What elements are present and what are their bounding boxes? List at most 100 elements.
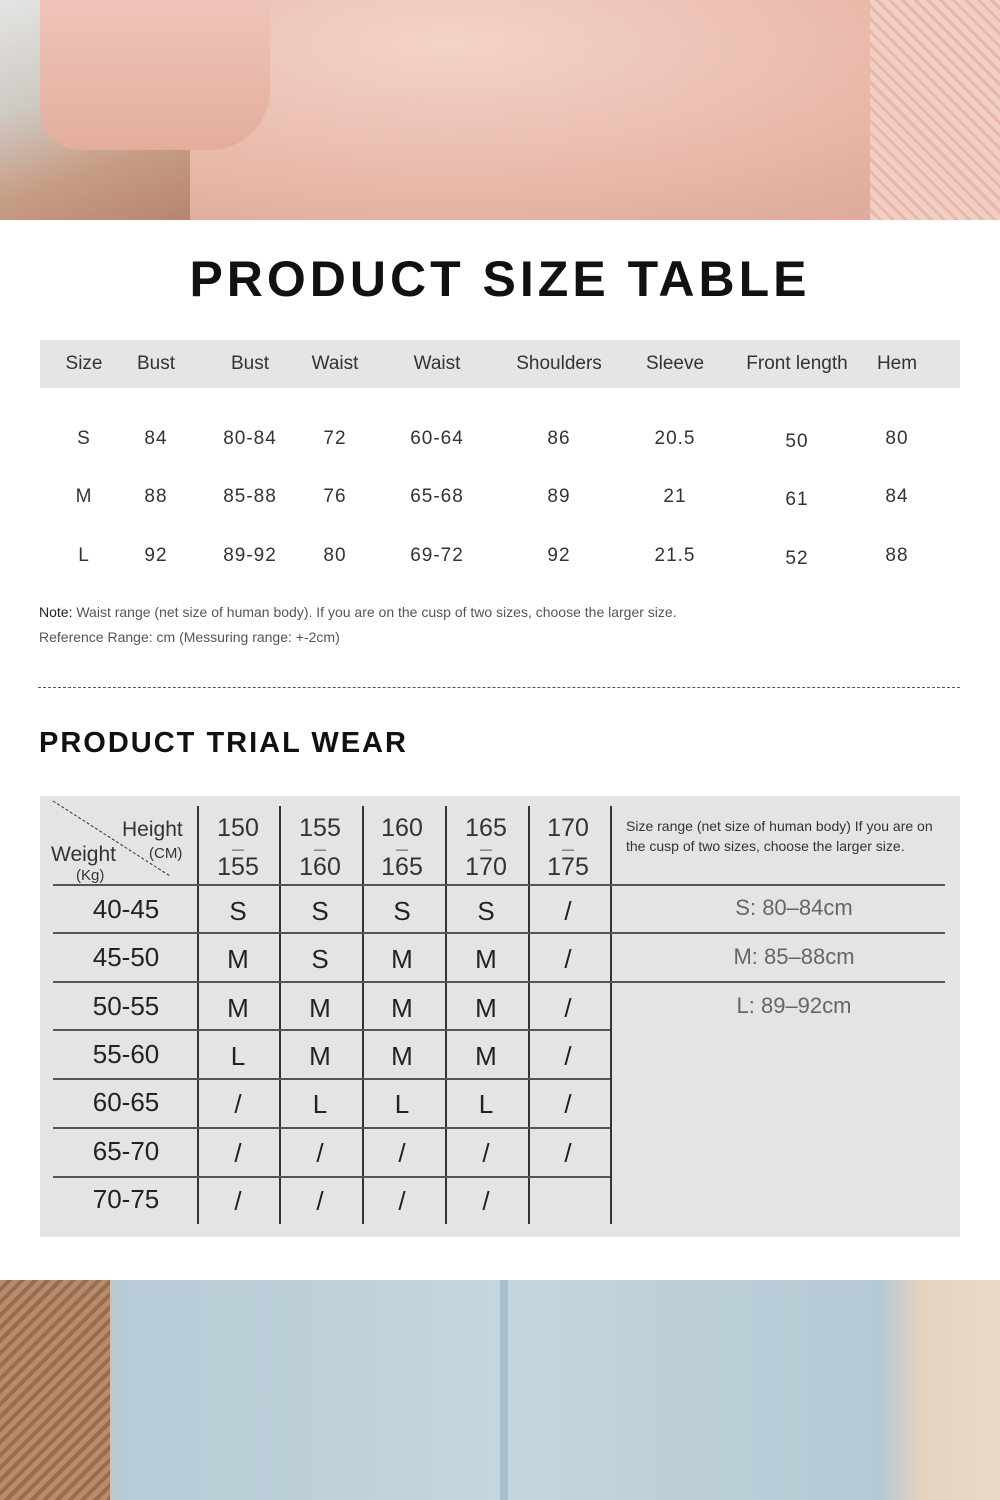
header-size: Size: [65, 353, 103, 374]
height-range-sep: —: [314, 842, 326, 856]
size-cell: 50: [785, 431, 809, 452]
size-cell: M: [475, 992, 497, 1023]
size-cell: L: [312, 1089, 328, 1120]
row-divider: [53, 1176, 610, 1178]
height-range-bottom: 170: [465, 853, 507, 881]
size-cell: S: [477, 896, 495, 926]
column-divider: [528, 806, 530, 1224]
weight-range: 50-55: [92, 990, 160, 1021]
size-cell: M: [309, 992, 331, 1023]
size-cell: L: [394, 1089, 410, 1120]
header-shoulders: Shoulders: [516, 353, 602, 374]
size-cell: 80: [323, 545, 347, 566]
trial-wear-table-bg: [40, 796, 960, 1237]
size-table-header-bar: [40, 340, 960, 388]
size-cell: 52: [785, 548, 809, 569]
height-range-top: 155: [299, 814, 341, 842]
size-cell: 88: [885, 545, 909, 566]
corner-height-unit: (CM): [149, 845, 183, 862]
header-waist: Waist: [413, 353, 461, 374]
size-cell: 20.5: [654, 428, 696, 449]
row-divider: [53, 1127, 610, 1129]
height-range-bottom: 175: [547, 853, 589, 881]
size-cell: M: [391, 1040, 413, 1071]
size-cell: M: [391, 992, 413, 1023]
size-range-0: S: 80–84cm: [735, 895, 853, 920]
size-cell: 72: [323, 428, 347, 449]
height-range-sep: —: [480, 842, 492, 856]
row-divider: [53, 1078, 610, 1080]
size-cell: /: [234, 1137, 242, 1168]
size-cell: 89-92: [223, 545, 277, 566]
size-cell: 80-84: [223, 428, 277, 449]
row-divider: [53, 884, 945, 886]
height-range-bottom: 165: [381, 853, 423, 881]
size-cell: /: [398, 1137, 406, 1168]
size-cell: S: [311, 944, 329, 975]
product-photo-bottom: [0, 1280, 1000, 1500]
size-cell: 84: [144, 428, 168, 449]
size-cell: S: [311, 896, 329, 926]
dashed-divider: [38, 687, 960, 688]
corner-height-label: Height: [122, 818, 183, 841]
corner-weight-unit: (Kg): [76, 867, 105, 884]
column-divider: [197, 806, 199, 1224]
size-cell: S: [229, 896, 247, 926]
size-cell: /: [564, 1137, 572, 1168]
header-waist: Waist: [311, 353, 359, 374]
product-photo-top: [0, 0, 1000, 220]
size-cell: /: [234, 1185, 242, 1216]
size-cell: 76: [323, 486, 347, 507]
height-range-top: 160: [381, 814, 423, 842]
size-range-1: M: 85–88cm: [733, 944, 855, 969]
height-range-top: 165: [465, 814, 507, 842]
size-cell: 85-88: [223, 486, 277, 507]
size-cell: /: [564, 1089, 572, 1120]
size-cell: 88: [144, 486, 168, 507]
size-cell: /: [482, 1137, 490, 1168]
height-range-top: 150: [217, 814, 259, 842]
size-cell: 69-72: [410, 545, 464, 566]
size-cell: 84: [885, 486, 909, 507]
trial-wear-title: PRODUCT TRIAL WEAR: [39, 727, 408, 759]
column-divider: [445, 806, 447, 1224]
size-cell: L: [478, 1089, 494, 1120]
row-divider: [53, 932, 945, 934]
height-range-top: 170: [547, 814, 589, 842]
size-range-2: L: 89–92cm: [736, 993, 852, 1018]
header-bust: Bust: [136, 353, 176, 374]
size-cell: M: [475, 1040, 497, 1071]
column-divider: [610, 806, 612, 1224]
height-range-bottom: 160: [299, 853, 341, 881]
size-cell: /: [564, 896, 572, 926]
reference-range: Reference Range: cm (Messuring range: +-…: [39, 629, 340, 645]
weight-range: 70-75: [92, 1183, 160, 1214]
row-divider: [53, 1029, 610, 1031]
column-divider: [362, 806, 364, 1224]
size-cell: /: [482, 1185, 490, 1216]
height-range-sep: —: [396, 842, 408, 856]
size-cell: /: [564, 992, 572, 1023]
size-cell: L: [230, 1040, 246, 1071]
size-cell: M: [227, 992, 249, 1023]
size-cell: 21: [663, 486, 687, 507]
size-cell: 65-68: [410, 486, 464, 507]
row-divider: [53, 981, 945, 983]
weight-range: 40-45: [92, 894, 160, 924]
note-text: Waist range (net size of human body). If…: [72, 604, 677, 620]
size-cell: M: [391, 944, 413, 975]
size-cell: M: [309, 1040, 331, 1071]
jeans-seam-image-area: [500, 1280, 508, 1500]
corner-weight-label: Weight: [51, 843, 116, 866]
weight-range: 65-70: [92, 1135, 160, 1166]
size-cell: M: [75, 486, 93, 507]
size-table-title: PRODUCT SIZE TABLE: [189, 251, 811, 307]
weight-range: 60-65: [92, 1087, 160, 1118]
size-note: Note: Waist range (net size of human bod…: [39, 604, 677, 621]
size-cell: L: [78, 545, 90, 566]
header-sleeve: Sleeve: [645, 353, 705, 374]
header-front-length: Front length: [746, 353, 848, 374]
size-cell: /: [564, 944, 572, 975]
size-cell: 92: [144, 545, 168, 566]
size-cell: /: [316, 1185, 324, 1216]
